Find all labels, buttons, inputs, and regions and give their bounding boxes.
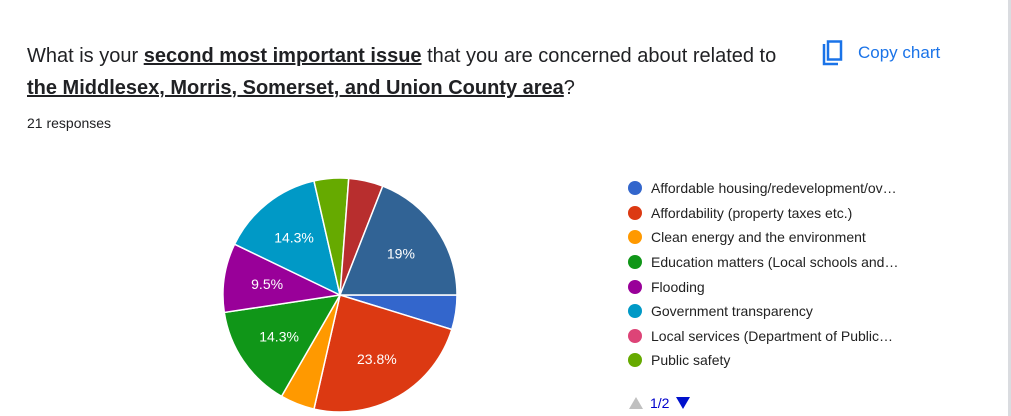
triangle-up-icon[interactable] bbox=[628, 396, 644, 410]
pie-slice[interactable] bbox=[313, 294, 453, 413]
legend-item[interactable]: Affordability (property taxes etc.) bbox=[628, 201, 898, 226]
legend-label: Flooding bbox=[651, 278, 705, 295]
question-text: ? bbox=[563, 77, 575, 99]
legend-label: Affordable housing/redevelopment/ov… bbox=[651, 180, 897, 197]
legend-item[interactable]: Clean energy and the environment bbox=[628, 225, 898, 250]
scrollbar-edge bbox=[1008, 0, 1011, 416]
legend-label: Public safety bbox=[651, 352, 731, 369]
legend-dot-icon bbox=[628, 205, 642, 220]
legend-dot-icon bbox=[628, 279, 642, 294]
page-indicator: 1/2 bbox=[650, 395, 670, 411]
pie-chart: 23.8% 14.3% 9.5% 14.3% 19% bbox=[222, 177, 458, 413]
legend-dot-icon bbox=[628, 181, 642, 196]
question-emphasis: the Middlesex, Morris, Somerset, and Uni… bbox=[27, 77, 564, 99]
legend-item[interactable]: Affordable housing/redevelopment/ov… bbox=[628, 176, 898, 201]
legend-dot-icon bbox=[628, 304, 642, 319]
pie-slice[interactable] bbox=[223, 294, 342, 398]
slice-label: 23.8% bbox=[357, 351, 397, 367]
legend-item[interactable]: Local services (Department of Public… bbox=[628, 324, 898, 349]
slice-label: 9.5% bbox=[251, 276, 283, 292]
legend-item[interactable]: Flooding bbox=[628, 274, 898, 299]
pie-slice[interactable] bbox=[233, 180, 342, 297]
question-emphasis: second most important issue bbox=[143, 45, 422, 67]
slice-label: 19% bbox=[387, 245, 415, 261]
question-text: that you are concerned about related to bbox=[421, 45, 777, 67]
question-title: What is your second most important issue… bbox=[27, 40, 797, 104]
legend: Affordable housing/redevelopment/ov… Affo… bbox=[628, 176, 898, 373]
copy-icon bbox=[822, 40, 843, 66]
question-text: What is your bbox=[27, 45, 144, 67]
triangle-down-icon[interactable] bbox=[675, 396, 691, 410]
slice-label: 14.3% bbox=[274, 229, 314, 245]
legend-label: Clean energy and the environment bbox=[651, 229, 866, 246]
slice-label: 14.3% bbox=[259, 329, 299, 345]
legend-label: Affordability (property taxes etc.) bbox=[651, 204, 853, 221]
legend-item[interactable]: Public safety bbox=[628, 348, 898, 373]
legend-pager: 1/2 bbox=[628, 395, 691, 411]
legend-label: Government transparency bbox=[651, 303, 813, 320]
legend-dot-icon bbox=[628, 230, 642, 245]
legend-item[interactable]: Education matters (Local schools and… bbox=[628, 250, 898, 275]
legend-dot-icon bbox=[628, 353, 642, 368]
pie-slice[interactable] bbox=[338, 185, 458, 296]
copy-chart-label: Copy chart bbox=[858, 43, 941, 62]
response-count: 21 responses bbox=[27, 115, 112, 131]
legend-item[interactable]: Government transparency bbox=[628, 299, 898, 324]
legend-dot-icon bbox=[628, 328, 642, 343]
legend-label: Local services (Department of Public… bbox=[651, 327, 893, 344]
legend-label: Education matters (Local schools and… bbox=[651, 254, 899, 271]
legend-dot-icon bbox=[628, 255, 642, 270]
copy-chart-button[interactable]: Copy chart bbox=[822, 40, 940, 66]
